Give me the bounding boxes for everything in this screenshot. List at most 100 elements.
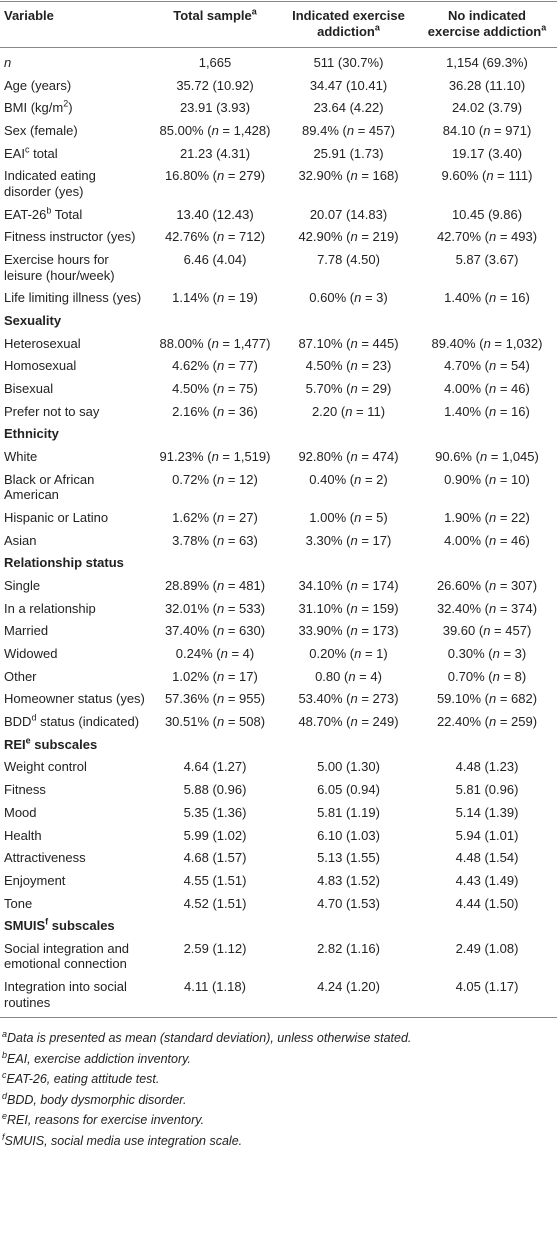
- footnote-mark: f: [2, 1131, 5, 1142]
- table-cell: 34.47 (10.41): [309, 77, 388, 93]
- table-cell: 4.70% (n = 54): [444, 358, 530, 374]
- superscript: a: [374, 22, 380, 33]
- table-cell: 2.49 (1.08): [455, 940, 519, 956]
- section-row: Ethnicity: [0, 423, 557, 446]
- row-label: Attractiveness: [4, 850, 86, 866]
- table-cell: 25.91 (1.73): [313, 145, 384, 161]
- table-row: Sex (female) 85.00% (n = 1,428) 89.4% (n =…: [0, 119, 557, 142]
- table-cell: 4.05 (1.17): [417, 975, 557, 1019]
- table-cell: 53.40% (n = 273): [298, 691, 399, 707]
- section-label: Sexuality: [4, 312, 62, 328]
- table-cell: 4.00% (n = 46): [444, 380, 530, 396]
- table-cell: 23.64 (4.22): [313, 100, 384, 116]
- table-cell: 5.99 (1.02): [183, 827, 247, 843]
- table-cell: 42.90% (n = 219): [298, 229, 399, 245]
- table-row: EAT-26b Total 13.40 (12.43) 20.07 (14.83) 1…: [0, 203, 557, 226]
- table-row: Homeowner status (yes) 57.36% (n = 955) 53…: [0, 688, 557, 711]
- row-label: Bisexual: [4, 380, 54, 396]
- footnote-text: BDD, body dysmorphic disorder.: [7, 1092, 187, 1107]
- section-label-text: REI: [4, 736, 26, 752]
- row-label: Life limiting illness (yes): [4, 290, 142, 306]
- row-label: Asian: [4, 532, 37, 548]
- section-label: Ethnicity: [4, 426, 59, 442]
- section-row: REIe subscales: [0, 733, 557, 756]
- row-label: Other: [4, 668, 37, 684]
- table-cell: 92.80% (n = 474): [298, 449, 399, 464]
- table-cell: 10.45 (9.86): [451, 206, 523, 222]
- table-cell: 19.17 (3.40): [451, 145, 523, 161]
- table-row: EAIc total 21.23 (4.31) 25.91 (1.73) 19.17 …: [0, 142, 557, 165]
- table-row: Enjoyment 4.55 (1.51) 4.83 (1.52) 4.43 (1.4…: [0, 869, 557, 892]
- table-cell: 3.78% (n = 63): [172, 532, 258, 548]
- row-label-text: EAT-26: [4, 206, 47, 222]
- table-row: Black or African American 0.72% (n = 12) 0…: [0, 468, 557, 506]
- footnote-text: REI, reasons for exercise inventory.: [7, 1113, 205, 1128]
- column-header: Total samplea: [150, 1, 280, 48]
- row-label: Weight control: [4, 759, 87, 775]
- table-cell: 4.48 (1.54): [455, 850, 519, 866]
- table-cell: 1.00% (n = 5): [309, 509, 388, 525]
- table-cell: 57.36% (n = 955): [164, 691, 266, 707]
- row-label: Homeowner status (yes): [4, 691, 145, 707]
- row-label: Social integration and emotional connect…: [4, 940, 130, 972]
- superscript: f: [45, 916, 49, 927]
- table-row: Married 37.40% (n = 630) 33.90% (n = 173) 3…: [0, 620, 557, 643]
- table-cell: 4.62% (n = 77): [172, 358, 258, 374]
- table-cell: 2.16% (n = 36): [172, 403, 258, 419]
- table-row: Prefer not to say 2.16% (n = 36) 2.20 (n =…: [0, 400, 557, 423]
- row-label: Fitness: [4, 782, 46, 798]
- table-cell: 4.50% (n = 23): [305, 358, 392, 374]
- table-row: BMI (kg/m2) 23.91 (3.93) 23.64 (4.22) 24.02…: [0, 97, 557, 120]
- superscript: c: [24, 144, 30, 155]
- table-cell: 5.13 (1.55): [317, 850, 380, 866]
- row-label-text: Total: [51, 206, 83, 222]
- table-cell: 511 (30.7%): [313, 55, 384, 70]
- table-cell: 6.46 (4.04): [183, 252, 247, 267]
- table-cell: 1,154 (69.3%): [446, 55, 528, 70]
- row-label: Exercise hours for leisure (hour/week): [4, 252, 115, 283]
- row-label: Fitness instructor (yes): [4, 229, 136, 245]
- table-cell: 33.90% (n = 173): [298, 623, 399, 639]
- row-label: n: [4, 55, 12, 70]
- superscript: e: [25, 735, 31, 746]
- section-row: Sexuality: [0, 309, 557, 332]
- row-label: Single: [4, 577, 41, 593]
- column-header-text: Indicated exercise addiction: [292, 8, 405, 39]
- table-cell: 85.00% (n = 1,428): [159, 123, 271, 139]
- table-cell: 1.40% (n = 16): [444, 403, 530, 419]
- superscript: a: [541, 22, 547, 33]
- table-row: Integration into social routines 4.11 (1.…: [0, 975, 557, 1019]
- table-cell: 20.07 (14.83): [309, 206, 388, 222]
- footnotes: aData is presented as mean (standard dev…: [0, 1028, 557, 1151]
- column-header: Indicated exercise addictiona: [280, 1, 417, 48]
- table-cell: 13.40 (12.43): [176, 206, 254, 222]
- table-row: Social integration and emotional connect…: [0, 937, 557, 975]
- table-cell: 5.94 (1.01): [455, 827, 519, 843]
- table-body: n 1,665 511 (30.7%) 1,154 (69.3%) Age (years…: [0, 48, 557, 1019]
- table-cell: 37.40% (n = 630): [164, 623, 266, 639]
- table-cell: 42.76% (n = 712): [164, 229, 266, 245]
- table-cell: 0.72% (n = 12): [172, 471, 258, 487]
- table-cell: 4.44 (1.50): [455, 895, 519, 911]
- table-row: Asian 3.78% (n = 63) 3.30% (n = 17) 4.00% (…: [0, 529, 557, 552]
- table-cell: 36.28 (11.10): [448, 77, 526, 93]
- table-cell: 21.23 (4.31): [179, 145, 251, 161]
- section-label: SMUISf subscales: [0, 915, 557, 938]
- header-row: Variable Total samplea Indicated exercise …: [0, 1, 557, 48]
- table-cell: 0.80 (n = 4): [315, 668, 382, 684]
- row-label: Black or African American: [4, 471, 95, 503]
- table-cell: 22.40% (n = 259): [436, 714, 538, 730]
- table-cell: 9.60% (n = 111): [441, 168, 533, 184]
- table-cell: 4.55 (1.51): [183, 872, 247, 888]
- table-cell: 5.88 (0.96): [183, 782, 247, 798]
- table-cell: 5.14 (1.39): [455, 804, 519, 820]
- table-row: Fitness instructor (yes) 42.76% (n = 712)…: [0, 226, 557, 249]
- footnote: aData is presented as mean (standard dev…: [2, 1028, 557, 1049]
- table-row: White 91.23% (n = 1,519) 92.80% (n = 474) 9…: [0, 445, 557, 468]
- table-cell: 48.70% (n = 249): [298, 714, 399, 730]
- column-header-text: Total sample: [173, 8, 252, 23]
- table-row: Heterosexual 88.00% (n = 1,477) 87.10% (n …: [0, 332, 557, 355]
- table-cell: 5.81 (0.96): [455, 782, 519, 798]
- row-label: BDDd status (indicated): [0, 710, 150, 733]
- table-row: Life limiting illness (yes) 1.14% (n = 19…: [0, 287, 557, 310]
